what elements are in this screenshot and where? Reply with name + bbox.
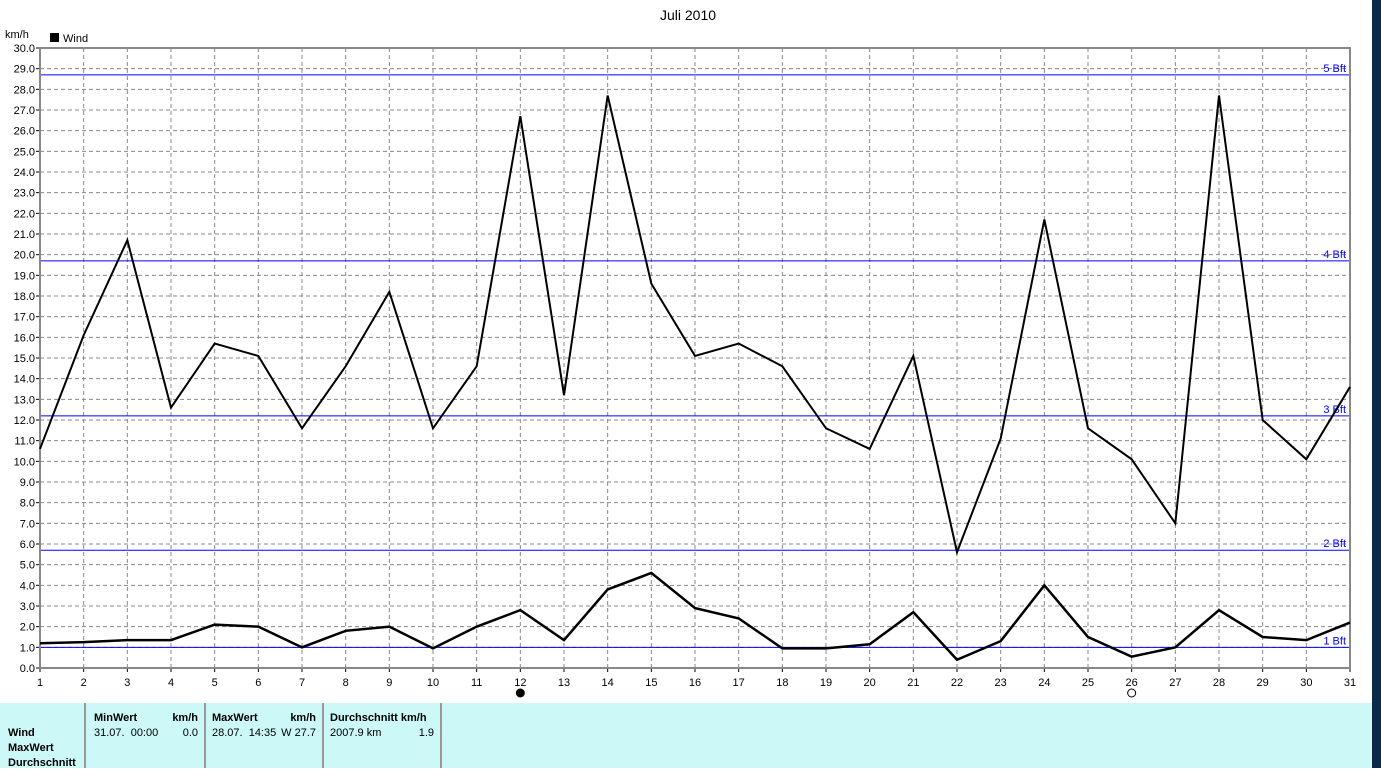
y-tick-label: 1.0 (20, 642, 35, 654)
x-tick-label: 26 (1126, 677, 1138, 689)
x-tick-label: 12 (514, 677, 526, 689)
y-tick-label: 21.0 (14, 229, 35, 241)
min-unit: km/h (172, 712, 198, 724)
y-tick-label: 5.0 (20, 560, 35, 572)
x-tick-label: 11 (471, 677, 482, 689)
y-tick-label: 11.0 (14, 436, 35, 448)
y-tick-label: 12.0 (14, 415, 35, 427)
legend-swatch (50, 33, 59, 42)
summary-panel: Wind MaxWert Durchschnitt MinWert km/h 3… (0, 703, 1372, 769)
y-tick-label: 0.0 (20, 663, 35, 675)
x-tick-label: 15 (645, 677, 657, 689)
y-tick-label: 3.0 (20, 601, 35, 613)
y-tick-label: 14.0 (14, 374, 35, 386)
x-tick-label: 6 (255, 677, 261, 689)
beaufort-label: 2 Bft (1323, 538, 1346, 550)
x-tick-label: 10 (427, 677, 439, 689)
x-tick-label: 2 (81, 677, 87, 689)
beaufort-label: 5 Bft (1323, 63, 1346, 75)
row-label-wind: Wind (8, 727, 35, 739)
y-tick-label: 8.0 (20, 498, 35, 510)
max-unit: km/h (290, 712, 316, 724)
beaufort-label: 3 Bft (1323, 404, 1346, 416)
wind-chart: Juli 2010 km/h Wind 0.0 1.0 2.0 3.0 4.0 5.0 6.0 7.… (5, 7, 1356, 698)
min-value: 0.0 (182, 727, 198, 739)
x-tick-label: 29 (1257, 677, 1269, 689)
y-tick-label: 9.0 (20, 477, 35, 489)
series-line (39, 95, 1351, 556)
x-tick-label: 1 (37, 677, 43, 689)
x-tick-label: 30 (1300, 677, 1312, 689)
max-date: 28.07. 14:35 (212, 727, 277, 739)
y-tick-label: 29.0 (14, 64, 35, 76)
y-tick-label: 28.0 (14, 84, 35, 96)
y-tick-label: 13.0 (14, 394, 35, 406)
x-tick-label: 28 (1213, 677, 1225, 689)
y-tick-label: 17.0 (14, 312, 35, 324)
row-label-avg: Durchschnitt (8, 757, 76, 769)
y-tick-label: 10.0 (14, 456, 35, 468)
y-tick-label: 16.0 (14, 332, 35, 344)
legend-label: Wind (63, 33, 88, 45)
plot-frame (39, 47, 1351, 669)
full-moon-icon (1127, 688, 1137, 698)
y-axis-unit: km/h (5, 29, 29, 41)
y-tick-label: 20.0 (14, 250, 35, 262)
max-value: W 27.7 (281, 727, 316, 739)
y-tick-label: 24.0 (14, 167, 35, 179)
x-tick-label: 4 (168, 677, 174, 689)
max-header: MaxWert (212, 712, 258, 724)
avg-distance: 2007.9 km (330, 727, 382, 739)
beaufort-label: 1 Bft (1323, 635, 1346, 647)
y-tick-label: 23.0 (14, 188, 35, 200)
y-tick-label: 2.0 (20, 622, 35, 634)
y-tick-label: 6.0 (20, 539, 35, 551)
avg-header: Durchschnitt km/h (330, 712, 427, 724)
x-tick-label: 24 (1038, 677, 1050, 689)
x-tick-label: 21 (907, 677, 919, 689)
y-tick-label: 25.0 (14, 146, 35, 158)
y-tick-label: 4.0 (20, 580, 35, 592)
y-tick-label: 27.0 (14, 105, 35, 117)
y-tick-label: 26.0 (14, 126, 35, 138)
x-tick-label: 14 (602, 677, 614, 689)
x-tick-label: 19 (820, 677, 832, 689)
x-tick-label: 9 (386, 677, 392, 689)
x-tick-label: 5 (212, 677, 218, 689)
min-header: MinWert (94, 712, 138, 724)
window-edge (1372, 0, 1381, 768)
x-tick-label: 23 (995, 677, 1007, 689)
x-tick-label: 31 (1344, 677, 1356, 689)
y-tick-label: 18.0 (14, 291, 35, 303)
new-moon-icon (515, 688, 525, 698)
series-line (39, 571, 1351, 662)
x-tick-label: 16 (689, 677, 701, 689)
y-tick-label: 22.0 (14, 208, 35, 220)
x-tick-label: 22 (951, 677, 963, 689)
y-tick-label: 7.0 (20, 518, 35, 530)
y-tick-label: 15.0 (14, 353, 35, 365)
x-tick-label: 7 (299, 677, 305, 689)
y-tick-label: 30.0 (14, 43, 35, 55)
chart-title: Juli 2010 (660, 7, 716, 23)
row-label-max: MaxWert (8, 742, 54, 754)
x-tick-label: 27 (1169, 677, 1181, 689)
x-tick-label: 20 (864, 677, 876, 689)
x-tick-label: 18 (776, 677, 788, 689)
x-tick-label: 3 (124, 677, 130, 689)
beaufort-label: 4 Bft (1323, 249, 1346, 261)
avg-value: 1.9 (418, 727, 434, 739)
x-tick-label: 17 (733, 677, 745, 689)
min-date: 31.07. 00:00 (94, 727, 159, 739)
y-tick-label: 19.0 (14, 270, 35, 282)
x-tick-label: 8 (343, 677, 349, 689)
x-tick-label: 25 (1082, 677, 1094, 689)
x-tick-label: 13 (558, 677, 570, 689)
